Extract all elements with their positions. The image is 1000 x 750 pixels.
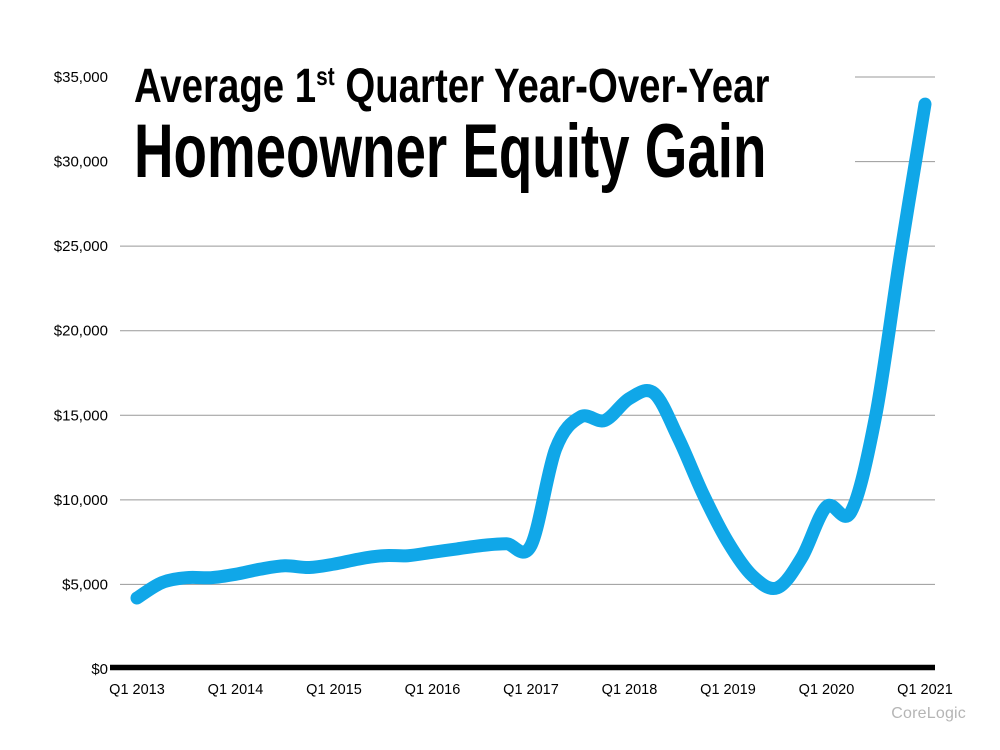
chart-title-line1-text: Average 1st Quarter Year-Over-Year: [134, 60, 770, 113]
y-tick-label: $30,000: [54, 154, 108, 171]
equity-gain-line: [130, 97, 932, 605]
chart-title-line1: Average 1st Quarter Year-Over-Year: [118, 56, 855, 112]
x-tick-label: Q1 2019: [700, 682, 756, 698]
y-tick-label: $20,000: [54, 323, 108, 340]
y-tick-label: $25,000: [54, 238, 108, 255]
x-tick-label: Q1 2020: [799, 682, 855, 698]
chart-title: Average 1st Quarter Year-Over-Year Homeo…: [118, 56, 855, 208]
chart-title-line2-text: Homeowner Equity Gain: [134, 109, 767, 195]
x-tick-label: Q1 2013: [109, 682, 165, 698]
y-tick-label: $5,000: [62, 576, 108, 593]
attribution-corelogic: CoreLogic: [891, 705, 966, 722]
y-tick-label: $35,000: [54, 69, 108, 86]
x-tick-label: Q1 2018: [602, 682, 658, 698]
x-tick-label: Q1 2016: [405, 682, 461, 698]
y-tick-label: $15,000: [54, 407, 108, 424]
chart-title-line2: Homeowner Equity Gain: [118, 112, 855, 190]
y-tick-label: $0: [91, 661, 108, 678]
x-tick-label: Q1 2021: [897, 682, 953, 698]
y-tick-label: $10,000: [54, 492, 108, 509]
superscript-st: st: [316, 61, 335, 91]
x-tick-label: Q1 2014: [208, 682, 264, 698]
x-tick-label: Q1 2017: [503, 682, 559, 698]
x-tick-label: Q1 2015: [306, 682, 362, 698]
